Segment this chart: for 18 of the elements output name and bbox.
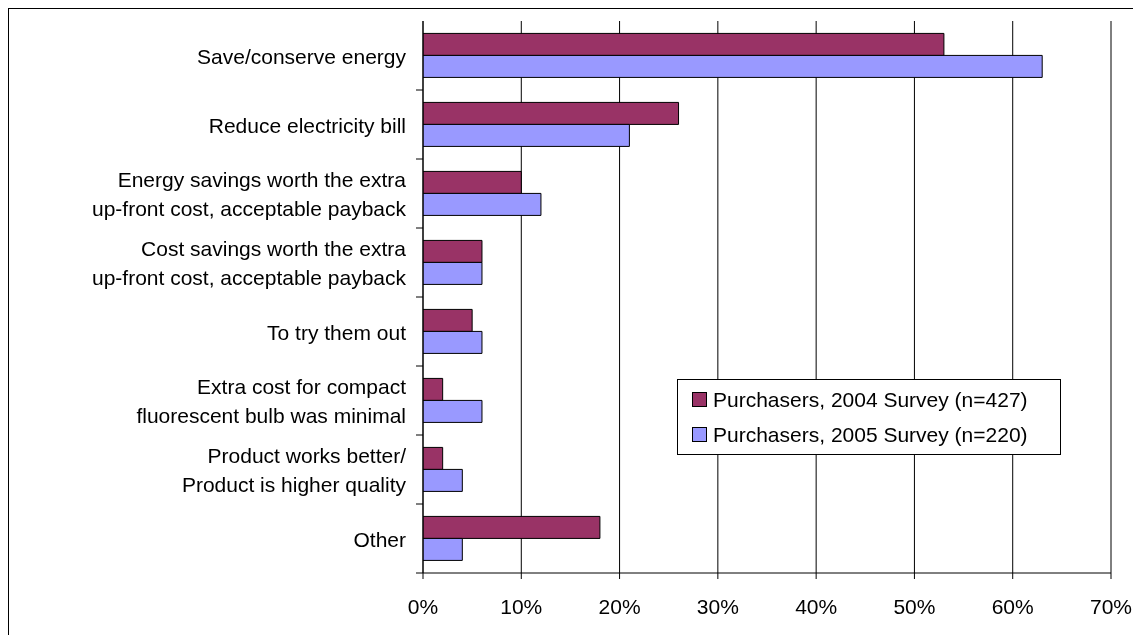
y-tick-label: Product works better/ Product is higher quality <box>181 443 407 496</box>
x-tick-label: 20% <box>598 594 641 618</box>
y-tick-label: To try them out <box>267 320 407 343</box>
y-tick-label: Cost savings worth the extra up-front cost, acceptable payback <box>91 236 407 289</box>
legend-label: Purchasers, 2005 Survey (n=220) <box>713 422 1028 447</box>
y-tick-label: Other <box>353 527 406 550</box>
y-tick-label: Reduce electricity bill <box>208 113 406 136</box>
x-tick-label: 60% <box>991 594 1034 618</box>
x-tick-label: 0% <box>407 594 439 618</box>
y-tick-label: Save/conserve energy <box>197 44 407 67</box>
x-tick-label: 40% <box>795 594 838 618</box>
x-tick-label: 10% <box>500 594 543 618</box>
legend-label: Purchasers, 2004 Survey (n=427) <box>713 387 1028 412</box>
y-tick-label: Energy savings worth the extra up-front cost, acceptable payback <box>91 167 407 220</box>
y-tick-label: Extra cost for compact fluorescent bulb was minimal <box>136 374 407 427</box>
x-tick-label: 70% <box>1089 594 1133 618</box>
x-tick-label: 50% <box>893 594 936 618</box>
x-tick-label: 30% <box>696 594 739 618</box>
